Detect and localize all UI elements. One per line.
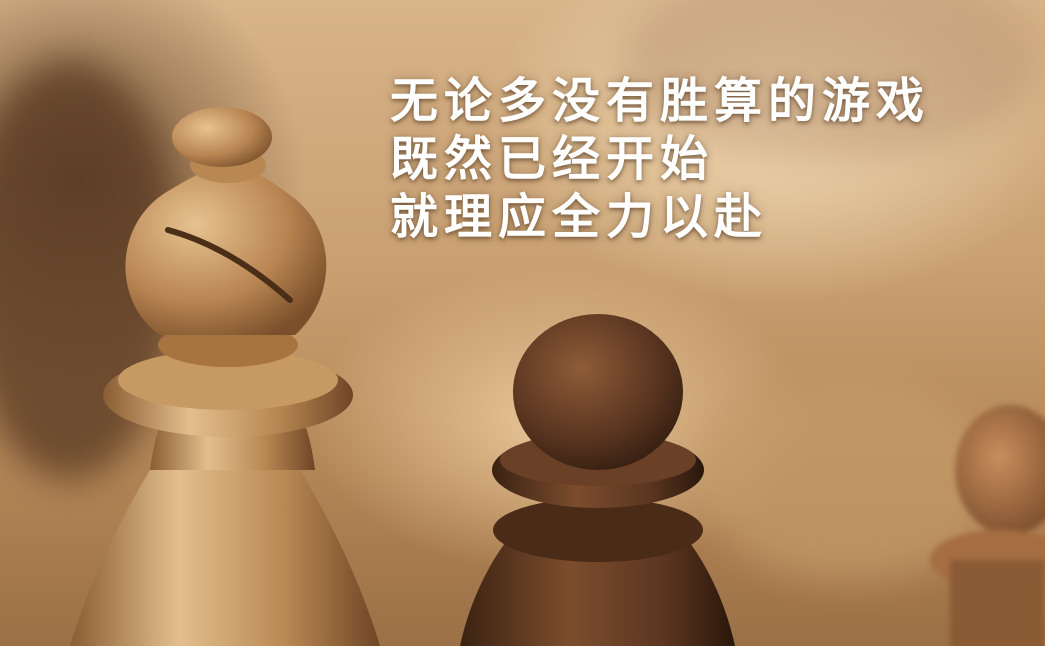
- quote-text-block: 无论多没有胜算的游戏 既然已经开始 就理应全力以赴: [390, 72, 930, 246]
- background-bokeh-top: [620, 0, 1040, 160]
- pawn-piece-dark: [460, 314, 735, 646]
- quote-line-2: 既然已经开始: [390, 131, 715, 187]
- bishop-piece: [70, 107, 380, 646]
- pawn-piece-right: [930, 405, 1045, 646]
- quote-line-3: 就理应全力以赴: [390, 189, 769, 245]
- quote-line-1: 无论多没有胜算的游戏: [390, 73, 931, 129]
